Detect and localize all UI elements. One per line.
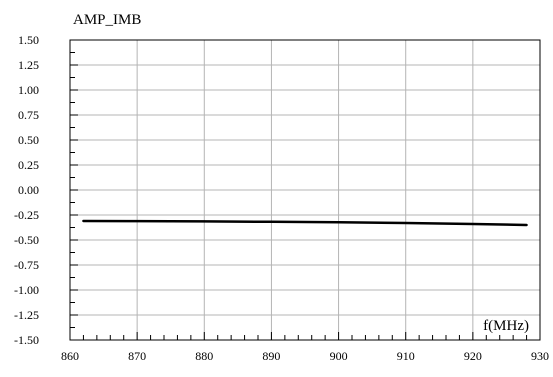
series: [82, 219, 528, 227]
x-tick-label: 900: [330, 349, 348, 363]
y-tick-label: -1.00: [14, 283, 39, 297]
x-tick-label: 870: [128, 349, 146, 363]
x-tick-label: 880: [195, 349, 213, 363]
tick-labels: 860 870 880 890 900 910 920 930 1.50 1.25 1.00 0.75…: [14, 33, 549, 363]
x-tick-label: 910: [397, 349, 415, 363]
y-tick-label: 0.50: [18, 133, 39, 147]
ticks: [69, 39, 541, 341]
y-tick-label: -1.50: [14, 333, 39, 347]
series-line: [82, 219, 528, 227]
y-tick-label: 0.00: [18, 183, 39, 197]
x-tick-label: 930: [531, 349, 549, 363]
x-tick-label: 860: [61, 349, 79, 363]
chart-title: AMP_IMB: [73, 12, 141, 28]
x-tick-label: 920: [464, 349, 482, 363]
y-tick-label: -0.25: [14, 208, 39, 222]
y-tick-label: -0.50: [14, 233, 39, 247]
x-axis-label: f(MHz): [483, 318, 529, 334]
y-tick-label: 1.25: [18, 58, 39, 72]
y-tick-label: 1.50: [18, 33, 39, 47]
y-tick-label: -1.25: [14, 308, 39, 322]
y-tick-label: 1.00: [18, 83, 39, 97]
y-tick-label: 0.25: [18, 158, 39, 172]
y-tick-label: 0.75: [18, 108, 39, 122]
x-tick-label: 890: [262, 349, 280, 363]
y-tick-label: -0.75: [14, 258, 39, 272]
grid: [70, 40, 540, 340]
